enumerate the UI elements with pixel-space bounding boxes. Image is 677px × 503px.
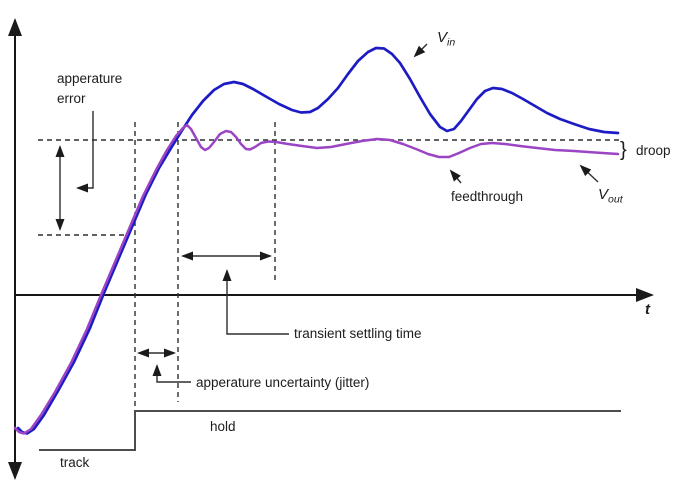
aperture-uncertainty-pointer — [152, 364, 191, 383]
aperture-error-label-line2: error — [57, 91, 86, 106]
vout-label-subscript: out — [608, 194, 624, 206]
droop-brace: } — [620, 139, 627, 161]
feedthrough-pointer-arrow — [449, 169, 462, 184]
vin-pointer-arrow — [413, 43, 428, 58]
aperture-error-label-line1: apperature — [57, 71, 122, 86]
time-axis-label: t — [645, 301, 651, 318]
vin-label-main: V — [437, 29, 449, 46]
feedthrough-label: feedthrough — [451, 189, 523, 204]
vout-curve — [13, 123, 620, 435]
aperture-uncertainty-label: apperature uncertainty (jitter) — [196, 375, 369, 390]
vout-pointer-arrow — [579, 164, 599, 183]
vout-label: Vout — [598, 186, 624, 206]
transient-settling-label: transient settling time — [294, 326, 422, 341]
aperture-error-pointer — [76, 111, 94, 193]
track-hold-step-signal — [39, 410, 621, 451]
vin-label-subscript: in — [447, 37, 455, 49]
droop-label: droop — [636, 143, 671, 158]
hold-label: hold — [210, 419, 236, 434]
vout-label-main: V — [598, 186, 610, 203]
vin-curve — [16, 46, 620, 435]
track-label: track — [60, 455, 90, 470]
vin-label: Vin — [437, 29, 455, 49]
transient-settling-pointer — [222, 269, 289, 335]
